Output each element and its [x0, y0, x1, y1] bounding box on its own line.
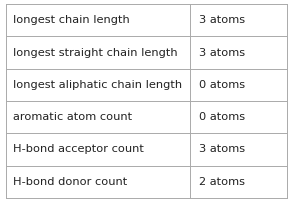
Text: longest straight chain length: longest straight chain length — [13, 47, 178, 58]
Text: 0 atoms: 0 atoms — [199, 112, 245, 122]
Text: longest chain length: longest chain length — [13, 15, 130, 25]
Text: H-bond donor count: H-bond donor count — [13, 177, 127, 187]
Text: 3 atoms: 3 atoms — [199, 144, 245, 155]
Text: 3 atoms: 3 atoms — [199, 47, 245, 58]
Text: H-bond acceptor count: H-bond acceptor count — [13, 144, 144, 155]
Text: longest aliphatic chain length: longest aliphatic chain length — [13, 80, 182, 90]
Text: 3 atoms: 3 atoms — [199, 15, 245, 25]
Text: 2 atoms: 2 atoms — [199, 177, 245, 187]
Text: 0 atoms: 0 atoms — [199, 80, 245, 90]
Text: aromatic atom count: aromatic atom count — [13, 112, 132, 122]
